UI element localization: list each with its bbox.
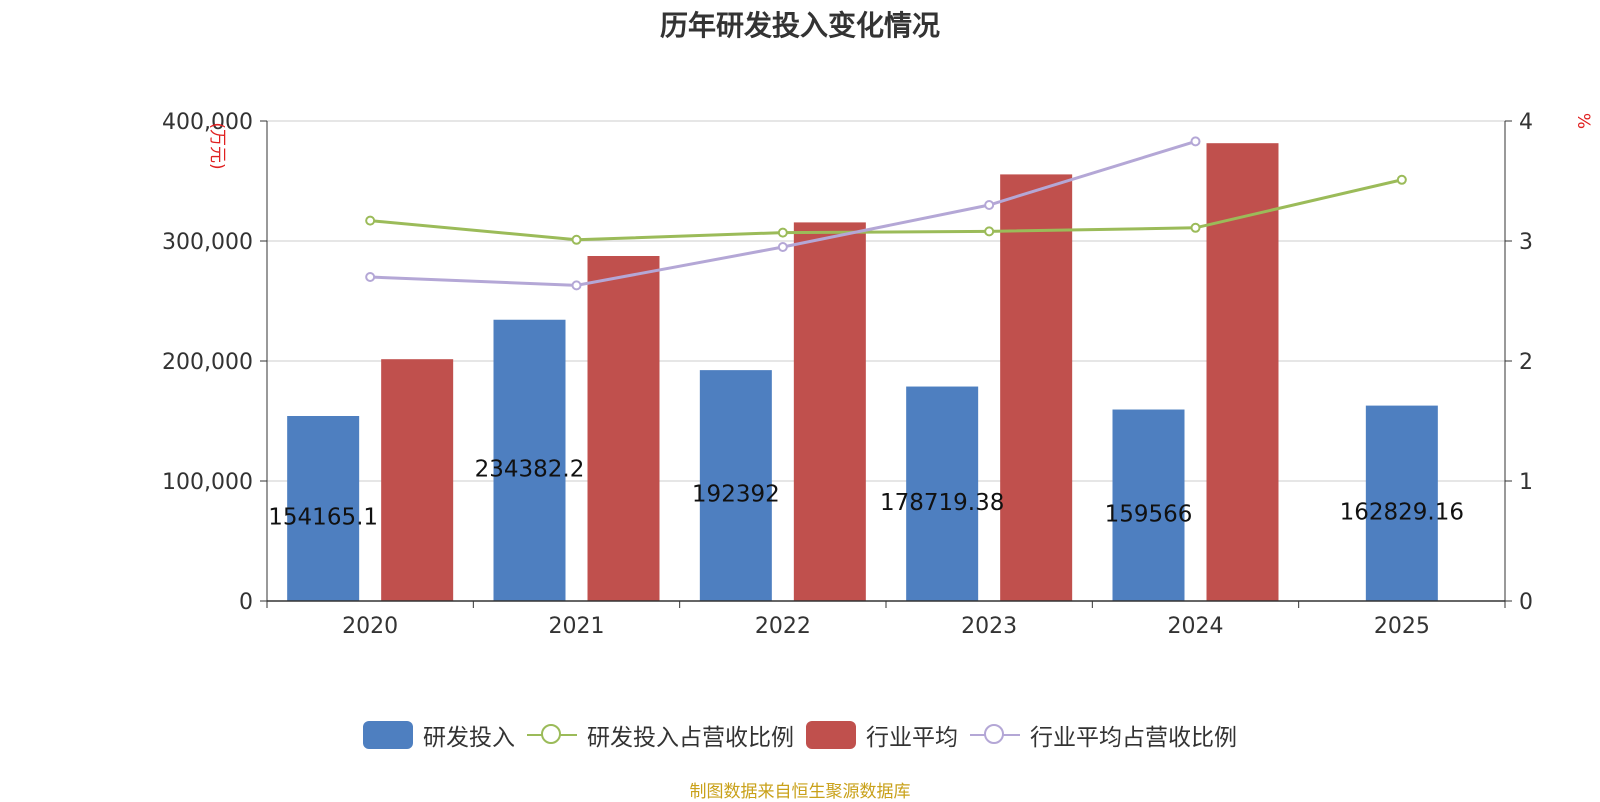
point-rd-ratio	[984, 226, 995, 237]
point-industry-ratio	[984, 200, 995, 210]
x-tick-label: 2021	[549, 614, 605, 639]
point-industry-ratio	[571, 280, 582, 291]
bar-rd-investment	[1365, 405, 1438, 601]
bar-rd-investment	[906, 386, 979, 601]
x-tick-label: 2025	[1374, 614, 1430, 639]
bar-industry-average	[793, 222, 866, 601]
legend-item-rd-ratio[interactable]: 研发投入占营收比例	[527, 718, 794, 752]
point-rd-ratio	[1396, 174, 1407, 185]
x-tick-label: 2020	[342, 614, 398, 639]
legend-label-rd-ratio: 研发投入占营收比例	[587, 725, 794, 751]
data-label-rd-investment: 159566	[1105, 501, 1193, 527]
x-tick-label: 2023	[961, 614, 1017, 639]
data-label-rd-investment: 234382.2	[475, 456, 585, 482]
legend-swatch-industry-average	[806, 721, 856, 749]
bar-industry-average	[587, 256, 660, 601]
point-rd-ratio	[1190, 222, 1201, 233]
bar-rd-investment	[287, 416, 360, 601]
bar-rd-investment	[1112, 409, 1185, 601]
bar-industry-average	[1000, 174, 1073, 601]
bar-industry-average	[1206, 143, 1279, 601]
point-rd-ratio	[571, 234, 582, 245]
data-label-rd-investment: 192392	[692, 482, 780, 508]
bar-rd-investment	[699, 370, 772, 601]
bar-industry-average	[381, 359, 454, 601]
chart-title: 历年研发投入变化情况	[659, 9, 940, 42]
y-left-tick-label: 200,000	[162, 350, 253, 375]
legend-item-rd-investment[interactable]: 研发投入	[363, 718, 515, 752]
data-label-rd-investment: 178719.38	[880, 490, 1004, 516]
bar-rd-investment	[493, 319, 566, 601]
legend-item-industry-average[interactable]: 行业平均	[806, 718, 958, 752]
y-left-tick-label: 300,000	[162, 230, 253, 255]
legend-item-industry-ratio[interactable]: 行业平均占营收比例	[970, 718, 1237, 752]
point-industry-ratio	[777, 242, 788, 252]
x-tick-label: 2022	[755, 614, 811, 639]
legend-swatch-industry-ratio	[970, 721, 1020, 749]
legend-swatch-rd-investment	[363, 721, 413, 749]
legend-swatch-rd-ratio	[527, 721, 577, 749]
y-left-axis-title: (万元)	[207, 122, 227, 169]
data-label-rd-investment: 154165.1	[268, 505, 378, 531]
line-rd-ratio	[370, 178, 1403, 242]
legend-label-rd-investment: 研发投入	[423, 725, 515, 751]
y-left-tick-label: 400,000	[162, 110, 253, 135]
y-right-tick-label: 0	[1519, 590, 1533, 615]
point-rd-ratio	[365, 215, 376, 226]
point-industry-ratio	[1190, 136, 1201, 147]
x-tick-label: 2024	[1168, 614, 1224, 639]
y-right-axis-title: %	[1573, 113, 1593, 129]
data-source-note: 制图数据来自恒生聚源数据库	[689, 782, 911, 802]
y-left-tick-label: 0	[239, 590, 253, 615]
point-rd-ratio	[777, 227, 788, 238]
legend: 研发投入 研发投入占营收比例 行业平均 行业平均占营收比例	[0, 718, 1600, 752]
y-right-tick-label: 4	[1519, 110, 1533, 135]
legend-label-industry-ratio: 行业平均占营收比例	[1030, 725, 1237, 751]
y-right-tick-label: 1	[1519, 470, 1533, 495]
y-right-tick-label: 2	[1519, 350, 1533, 375]
y-right-tick-label: 3	[1519, 230, 1533, 255]
point-industry-ratio	[365, 272, 376, 282]
y-left-tick-label: 100,000	[162, 470, 253, 495]
data-label-rd-investment: 162829.16	[1340, 499, 1464, 525]
legend-label-industry-average: 行业平均	[866, 725, 958, 751]
